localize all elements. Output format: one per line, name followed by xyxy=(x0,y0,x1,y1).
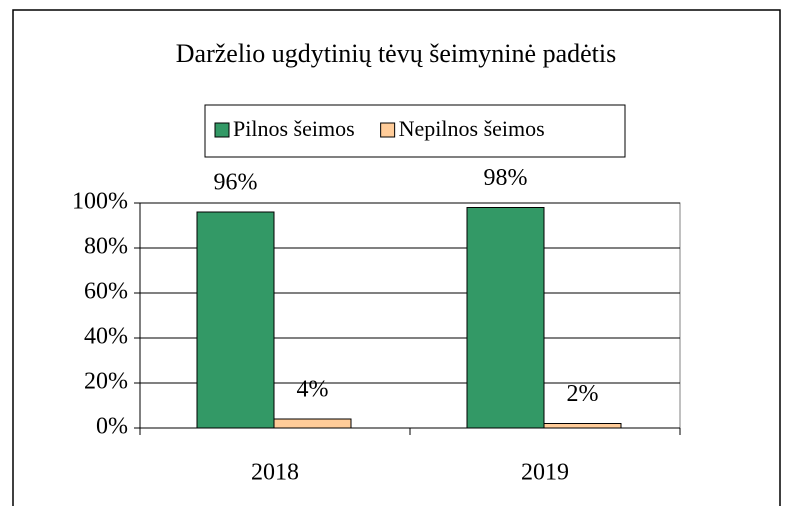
value-label: 4% xyxy=(297,377,329,403)
legend-label: Pilnos šeimos xyxy=(233,116,355,141)
legend-swatch xyxy=(380,122,396,138)
value-label: 98% xyxy=(484,165,528,191)
y-tick-label: 0% xyxy=(96,414,128,440)
bar xyxy=(466,207,545,429)
y-tick-label: 40% xyxy=(84,324,128,350)
x-tick-label: 2018 xyxy=(251,460,299,486)
y-tick-label: 20% xyxy=(84,369,128,395)
y-tick-label: 100% xyxy=(72,189,128,215)
y-tick-label: 80% xyxy=(84,234,128,260)
value-label: 2% xyxy=(567,381,599,407)
value-label: 96% xyxy=(214,170,258,196)
legend-swatch xyxy=(214,122,230,138)
legend xyxy=(204,104,626,158)
x-tick-label: 2019 xyxy=(521,460,569,486)
chart-border xyxy=(12,9,781,506)
bar xyxy=(543,423,622,429)
chart-title: Darželio ugdytinių tėvų šeimyninė padėti… xyxy=(176,39,616,68)
bar xyxy=(273,418,352,429)
y-tick-label: 60% xyxy=(84,279,128,305)
bar xyxy=(196,211,275,429)
legend-label: Nepilnos šeimos xyxy=(399,116,545,141)
